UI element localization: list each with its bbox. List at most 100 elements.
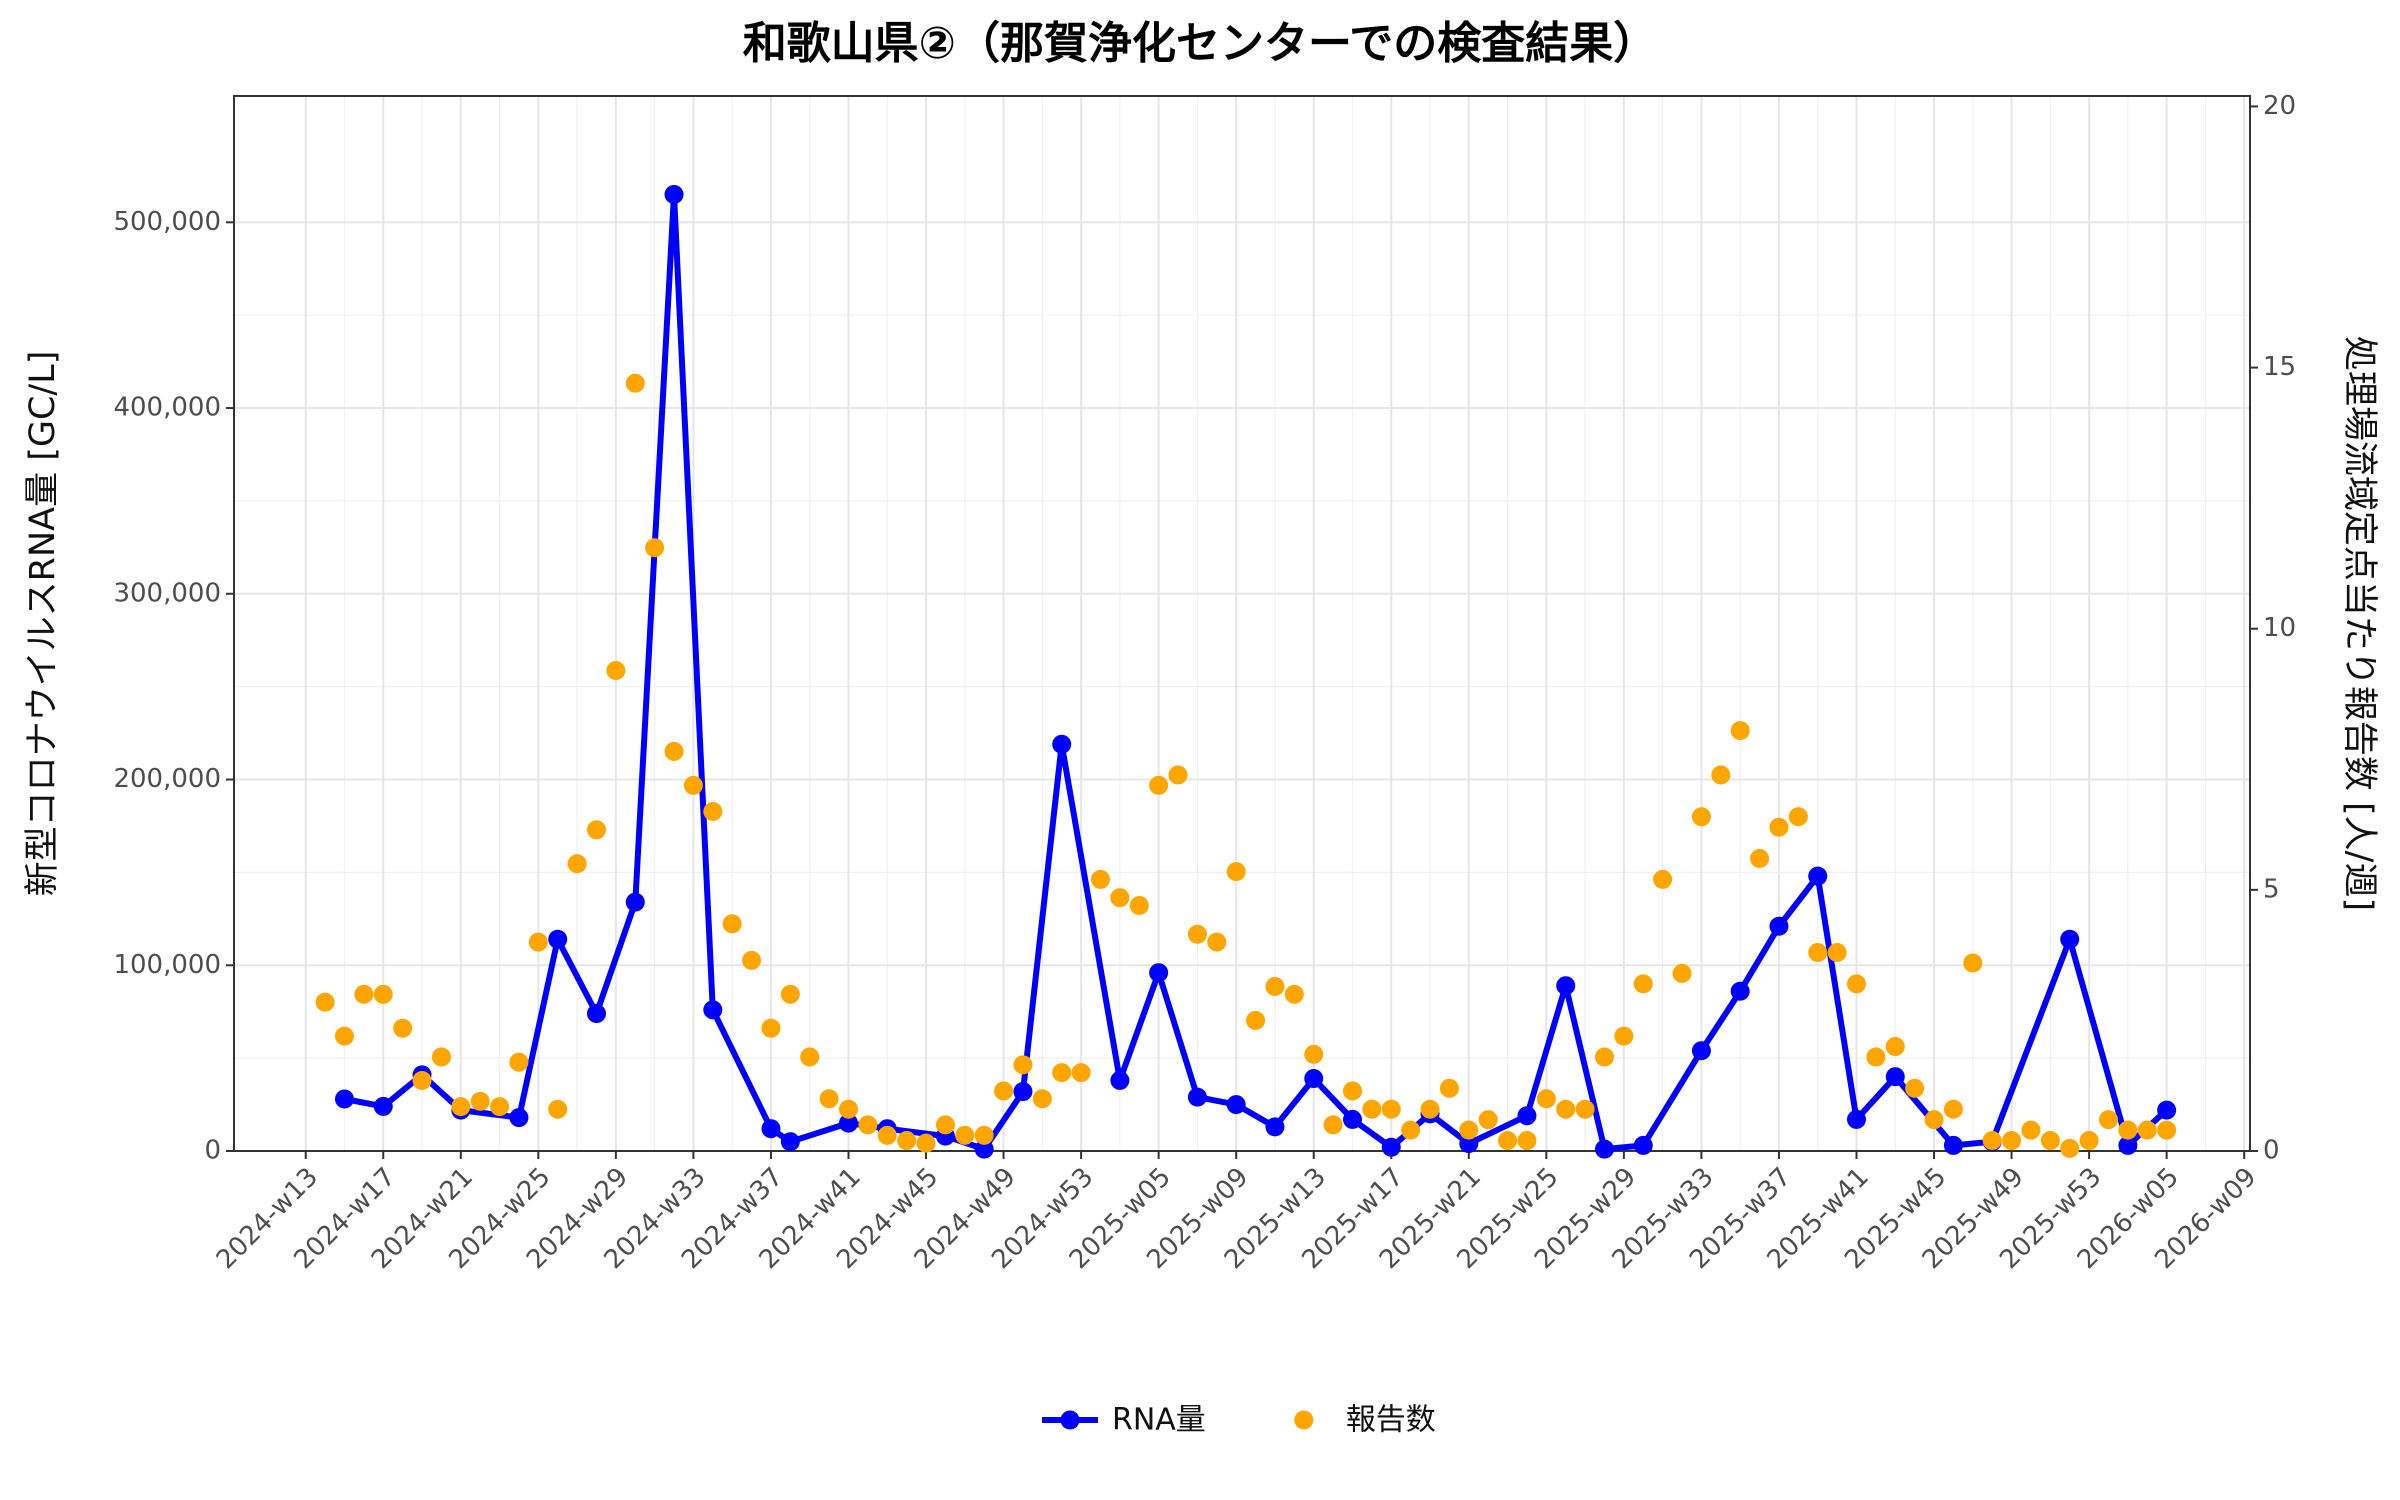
data-point (1672, 963, 1692, 983)
data-point (2098, 1110, 2118, 1130)
series (315, 373, 2177, 1158)
y-tick-label: 300,000 (113, 578, 221, 608)
data-point (1808, 866, 1828, 886)
y-tick-label: 100,000 (113, 950, 221, 980)
data-point (1342, 1081, 1362, 1101)
data-point (1013, 1055, 1033, 1075)
y-tick-label: 500,000 (113, 207, 221, 237)
y-tick-label: 200,000 (113, 764, 221, 794)
data-point (586, 820, 606, 840)
data-point (897, 1131, 917, 1151)
data-point (1517, 1131, 1537, 1151)
data-point (1982, 1131, 2002, 1151)
data-point (528, 932, 548, 952)
data-point (838, 1113, 858, 1133)
data-point (1730, 721, 1750, 741)
data-point (1187, 1087, 1207, 1107)
data-point (1265, 1117, 1285, 1137)
y-axis-title: 新型コロナウイルスRNA量 [GC/L] (23, 351, 63, 897)
data-point (354, 984, 374, 1004)
data-point (683, 775, 703, 795)
data-point (509, 1052, 529, 1072)
data-point (1769, 817, 1789, 837)
y-tick-label: 0 (204, 1136, 221, 1166)
data-point (625, 892, 645, 912)
data-point (955, 1125, 975, 1145)
data-point (2002, 1131, 2022, 1151)
data-point (1556, 1099, 1576, 1119)
data-point (315, 992, 335, 1012)
data-point (2157, 1120, 2177, 1140)
data-point (451, 1097, 471, 1117)
data-point (431, 1047, 451, 1067)
data-point (974, 1139, 994, 1159)
data-point (1633, 1135, 1653, 1155)
data-point (625, 373, 645, 393)
legend-label: 報告数 (1346, 1403, 1436, 1438)
data-point (780, 1132, 800, 1152)
plot-border (233, 95, 2251, 1152)
data-point (1420, 1099, 1440, 1119)
data-point (742, 950, 762, 970)
data-point (2040, 1131, 2060, 1151)
data-point (606, 661, 626, 681)
data-point (800, 1047, 820, 1067)
data-point (645, 538, 665, 558)
data-point (1478, 1110, 1498, 1130)
data-point (1110, 888, 1130, 908)
y2-tick-label: 5 (2263, 874, 2280, 904)
data-point (1032, 1089, 1052, 1109)
data-point (1362, 1099, 1382, 1119)
y2-tick-label: 10 (2263, 613, 2296, 643)
data-point (1052, 1063, 1072, 1083)
data-point (974, 1125, 994, 1145)
data-point (1110, 1070, 1130, 1090)
data-point (1381, 1099, 1401, 1119)
chart-title: 和歌山県②（那賀浄化センターでの検査結果） (743, 18, 1658, 69)
data-point (2079, 1131, 2099, 1151)
data-point (761, 1119, 781, 1139)
data-point (548, 929, 568, 949)
data-point (1594, 1139, 1614, 1159)
data-point (393, 1018, 413, 1038)
data-point (1943, 1099, 1963, 1119)
legend-label: RNA量 (1112, 1403, 1206, 1438)
data-point (1769, 916, 1789, 936)
data-point (1459, 1120, 1479, 1140)
data-point (373, 984, 393, 1004)
data-point (1730, 981, 1750, 1001)
data-point (1614, 1026, 1634, 1046)
data-point (1963, 953, 1983, 973)
data-point (1071, 1063, 1091, 1083)
data-point (664, 184, 684, 204)
data-point (1168, 765, 1188, 785)
data-point (916, 1133, 936, 1153)
data-point (1304, 1044, 1324, 1064)
y2-axis-title: 処理場流域定点当たり報告数 [人/週] (2339, 336, 2379, 911)
data-point (586, 1004, 606, 1024)
data-point (1653, 869, 1673, 889)
data-point (664, 741, 684, 761)
data-point (2060, 1138, 2080, 1158)
data-point (490, 1097, 510, 1117)
data-point (877, 1125, 897, 1145)
data-point (567, 854, 587, 874)
data-point (2021, 1120, 2041, 1140)
data-point (1149, 963, 1169, 983)
data-point (1246, 1010, 1266, 1030)
data-point (2060, 929, 2080, 949)
legend-marker (1060, 1410, 1080, 1430)
y2-tick-label: 20 (2263, 91, 2296, 121)
data-point (373, 1096, 393, 1116)
data-point (1129, 896, 1149, 916)
data-point (722, 914, 742, 934)
data-point (2118, 1120, 2138, 1140)
data-point (1226, 1095, 1246, 1115)
data-point (1090, 869, 1110, 889)
data-point (334, 1089, 354, 1109)
data-point (1846, 974, 1866, 994)
data-point (2157, 1100, 2177, 1120)
data-point (1381, 1137, 1401, 1157)
legend-marker (1294, 1410, 1314, 1430)
